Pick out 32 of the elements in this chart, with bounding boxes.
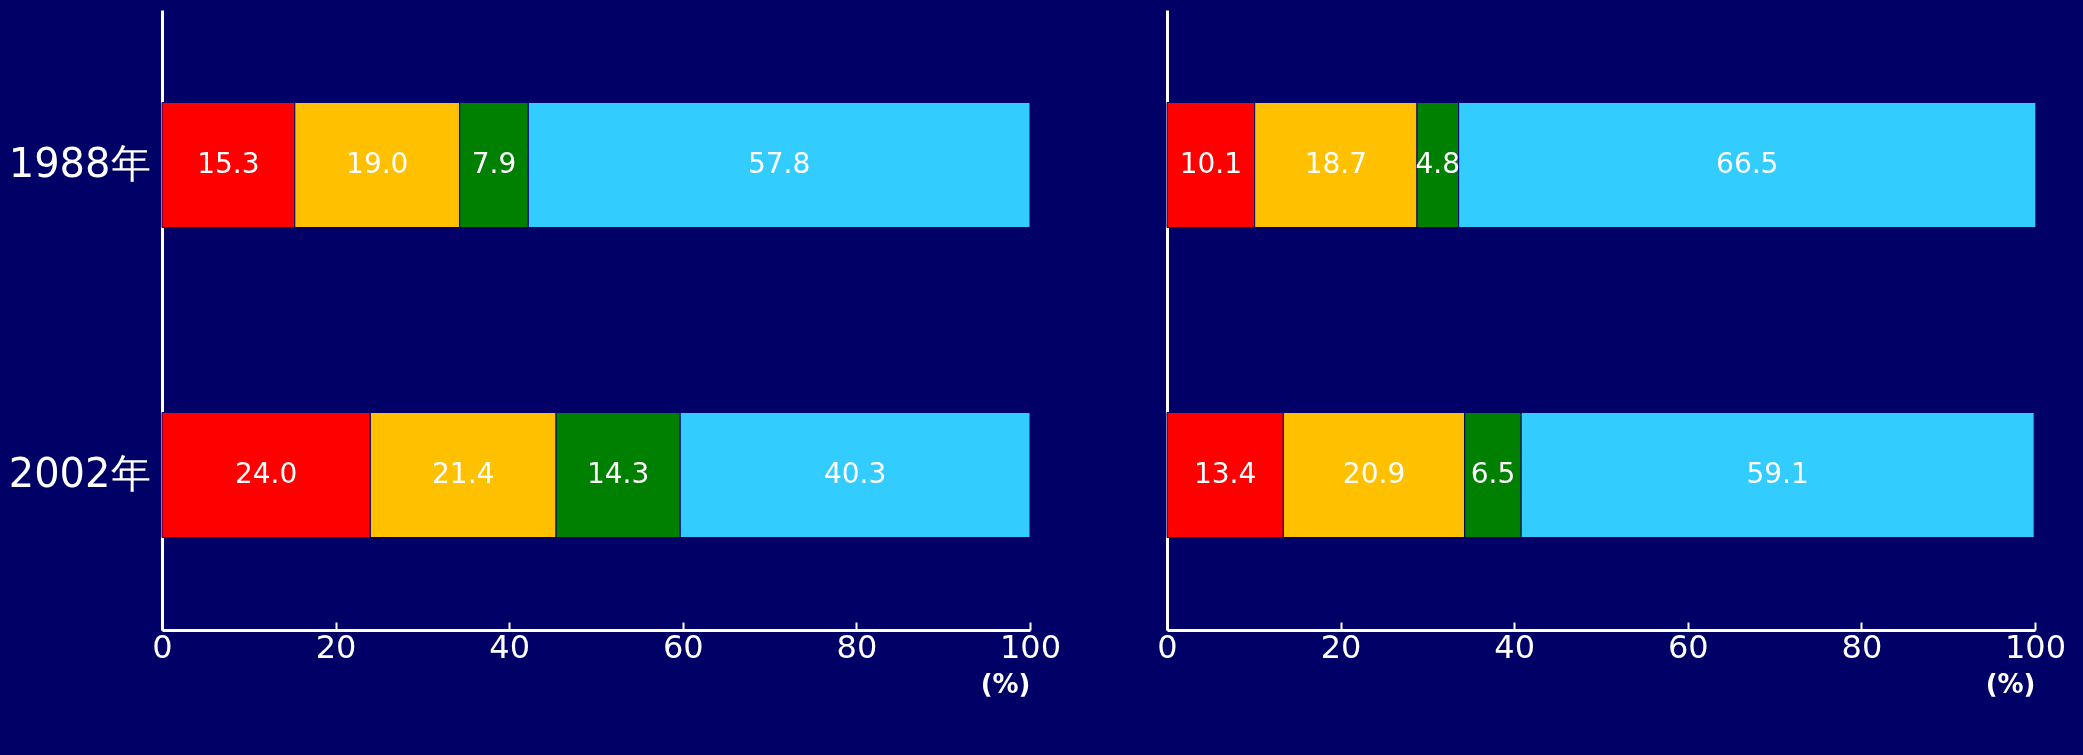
y-tick-label: 2002年: [8, 450, 151, 496]
data-label: 59.1: [1746, 457, 1809, 490]
data-label: 19.0: [346, 147, 409, 180]
data-label: 10.1: [1179, 147, 1243, 180]
x-tick-label: 100: [999, 627, 1062, 666]
x-tick-label: 60: [662, 627, 704, 666]
x-tick-label: 0: [1157, 627, 1178, 666]
x-tick-label: 100: [2004, 627, 2067, 666]
data-label: 18.7: [1304, 147, 1367, 180]
data-label: 6.5: [1470, 457, 1516, 490]
x-tick-label: 80: [1841, 627, 1883, 666]
x-tick-label: 40: [489, 627, 531, 666]
data-label: 7.9: [471, 147, 517, 180]
data-label: 66.5: [1716, 147, 1779, 180]
x-tick-label: 0: [152, 627, 173, 666]
y-tick-label: 1988年: [8, 140, 151, 186]
data-label: 20.9: [1342, 457, 1406, 490]
data-label: 13.4: [1193, 457, 1257, 490]
data-label: 21.4: [432, 457, 495, 490]
x-tick-label: 80: [836, 627, 878, 666]
data-label: 14.3: [586, 457, 650, 490]
data-label: 57.8: [747, 147, 811, 180]
data-label: 24.0: [234, 457, 298, 490]
x-tick-label: 20: [1320, 627, 1362, 666]
data-label: 40.3: [823, 457, 887, 490]
x-tick-label: 40: [1494, 627, 1536, 666]
data-label: 15.3: [197, 147, 260, 180]
x-tick-label: 60: [1667, 627, 1709, 666]
data-label: 4.8: [1415, 147, 1461, 180]
x-tick-label: 20: [315, 627, 357, 666]
x-axis-title: (%): [1985, 668, 2036, 699]
x-axis-title: (%): [980, 668, 1031, 699]
